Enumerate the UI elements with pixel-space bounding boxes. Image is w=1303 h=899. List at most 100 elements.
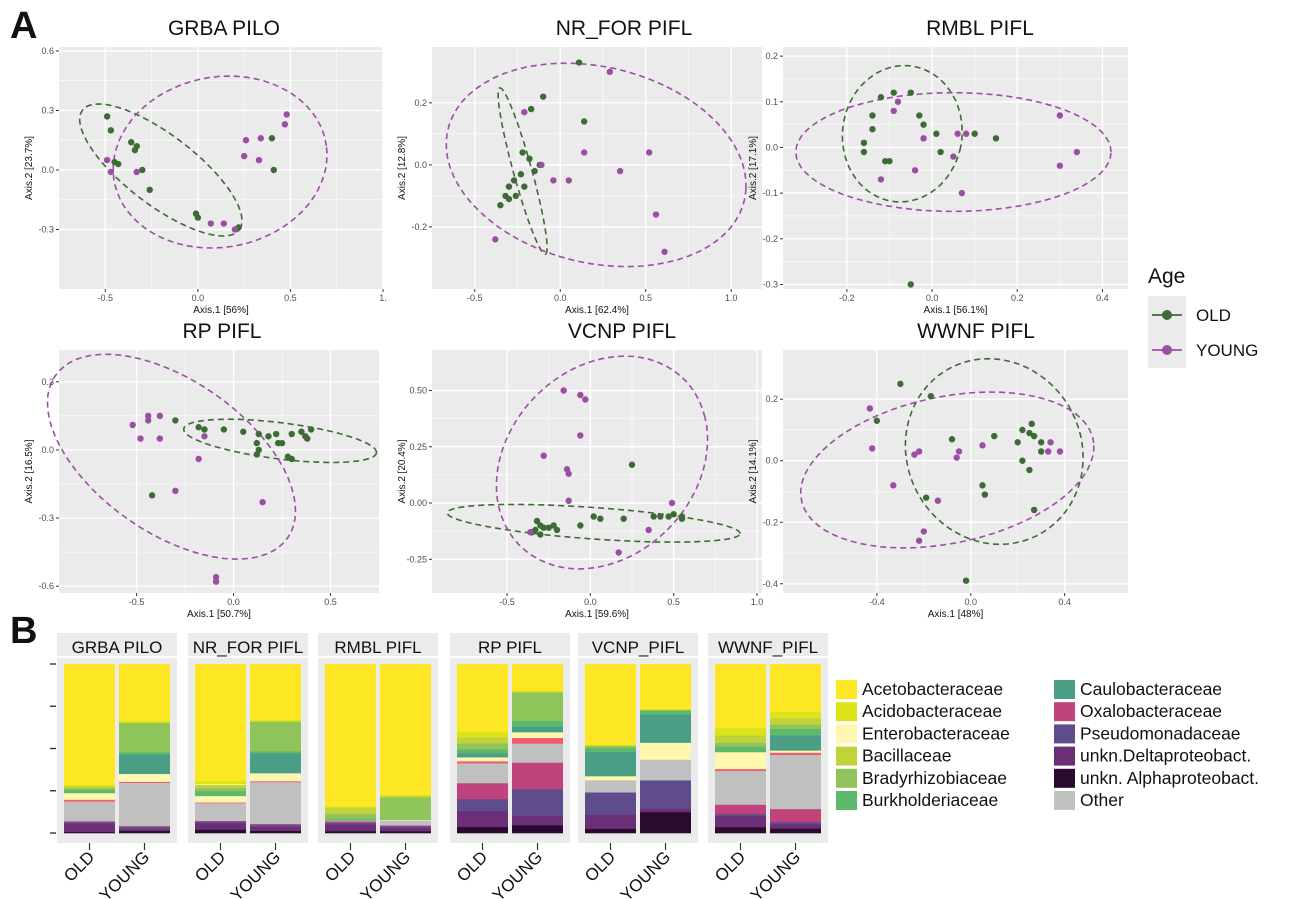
- bar-segment: [770, 755, 821, 810]
- data-point-old: [981, 491, 989, 498]
- legend-swatch: [1054, 746, 1075, 766]
- data-point-old: [103, 113, 111, 120]
- confidence-ellipse-young: [46, 353, 297, 560]
- data-point-old: [172, 417, 179, 424]
- x-tick-label: -0.2: [839, 293, 855, 303]
- bar-segment: [325, 819, 376, 821]
- data-point-young: [979, 442, 986, 449]
- data-point-young: [915, 537, 923, 544]
- data-point-old: [971, 130, 978, 137]
- bar-segment: [770, 828, 821, 834]
- bar-segment: [512, 692, 563, 722]
- bar-segment: [64, 821, 115, 823]
- data-point-old: [933, 130, 940, 137]
- bar-segment: [380, 818, 431, 821]
- legend-label: Oxalobacteraceae: [1080, 701, 1222, 721]
- bar-segment: [325, 823, 376, 826]
- data-point-old: [128, 139, 135, 146]
- data-point-old: [620, 515, 627, 522]
- plot-background: [783, 350, 1128, 593]
- bar-segment: [119, 722, 170, 753]
- bar-segment: [715, 735, 766, 744]
- data-point-old: [1026, 466, 1033, 474]
- bar-segment: [250, 719, 301, 722]
- data-point-young: [877, 176, 885, 183]
- bar-segment: [119, 720, 170, 724]
- x-axis-label: Axis.1 [59.6%]: [565, 609, 629, 620]
- x-tick-label: 0.0: [227, 597, 240, 607]
- x-tick-label: 0.2: [1011, 293, 1024, 303]
- bar-segment: [770, 735, 821, 751]
- bar-segment: [457, 763, 508, 784]
- y-tick-label: -0.2: [411, 222, 427, 232]
- y-tick-label: -0.25: [406, 554, 427, 564]
- data-point-young: [565, 497, 572, 504]
- data-point-young: [550, 177, 557, 184]
- data-point-old: [1019, 426, 1026, 434]
- bar-segment: [457, 743, 508, 750]
- bar-segment: [640, 664, 691, 710]
- bar-segment: [325, 831, 376, 834]
- bar-segment: [195, 664, 246, 782]
- data-point-young: [212, 578, 220, 585]
- y-tick-label: 0.2: [414, 98, 427, 108]
- facet-strip: [318, 633, 438, 657]
- x-category-label: YOUNG: [617, 847, 675, 899]
- bar-segment: [250, 781, 301, 783]
- data-point-young: [103, 156, 111, 164]
- data-point-young: [207, 220, 215, 227]
- bar-segment: [64, 793, 115, 801]
- bar-segment: [64, 788, 115, 791]
- facet-strip: [708, 633, 828, 657]
- bar-segment: [457, 799, 508, 812]
- data-point-young: [962, 130, 970, 137]
- bar-segment: [64, 832, 115, 834]
- data-point-young: [255, 156, 263, 164]
- grid: [783, 350, 1128, 593]
- data-point-old: [920, 121, 927, 128]
- data-point-young: [240, 152, 248, 160]
- bar-segment: [195, 780, 246, 785]
- data-point-old: [133, 142, 140, 150]
- data-point-young: [645, 526, 652, 534]
- pcoa-panel: -0.5 0.0 0.5 -0.6 -0.3 0.0 0.3 Axis.1 [50.7%] Ax…: [24, 320, 379, 620]
- y-axis-label: Axis.2 [20.4%]: [397, 439, 408, 503]
- confidence-ellipse-old: [182, 418, 378, 464]
- data-point-old: [517, 171, 525, 178]
- data-point-old: [937, 148, 944, 156]
- data-point-old: [545, 524, 552, 531]
- y-axis-label: Axis.2 [23.7%]: [24, 136, 35, 200]
- data-point-old: [1026, 429, 1033, 437]
- data-point-old: [307, 426, 315, 433]
- data-point-old: [512, 192, 519, 200]
- data-point-old: [278, 439, 286, 447]
- x-category-label: YOUNG: [227, 847, 285, 899]
- legend-swatch: [1054, 702, 1075, 722]
- bar-segment: [380, 664, 431, 796]
- bar-segment: [457, 827, 508, 834]
- bar-segment: [715, 827, 766, 834]
- data-point-old: [869, 125, 876, 133]
- bar-segment: [640, 710, 691, 712]
- x-tick-label: 1.: [379, 293, 387, 303]
- bar-segment: [585, 744, 636, 747]
- bar-segment: [64, 664, 115, 786]
- x-tick-label: 0.0: [964, 597, 977, 607]
- confidence-ellipse-old: [841, 64, 964, 203]
- legend-label: unkn.Deltaproteobact.: [1080, 746, 1251, 766]
- bar-segment: [585, 745, 636, 749]
- data-point-old: [678, 515, 686, 522]
- data-point-young: [668, 499, 676, 507]
- family-legend: AcetobacteraceaeAcidobacteraceaeEnteroba…: [836, 679, 1259, 810]
- legend-label: unkn. Alphaproteobact.: [1080, 768, 1259, 788]
- data-point-old: [139, 166, 146, 174]
- data-point-young: [1047, 439, 1054, 446]
- data-point-young: [915, 448, 923, 455]
- bar-segment: [119, 827, 170, 830]
- bar-segment: [119, 782, 170, 827]
- bar-segment: [715, 746, 766, 753]
- x-category-label: YOUNG: [96, 847, 154, 899]
- bar-segment: [195, 823, 246, 831]
